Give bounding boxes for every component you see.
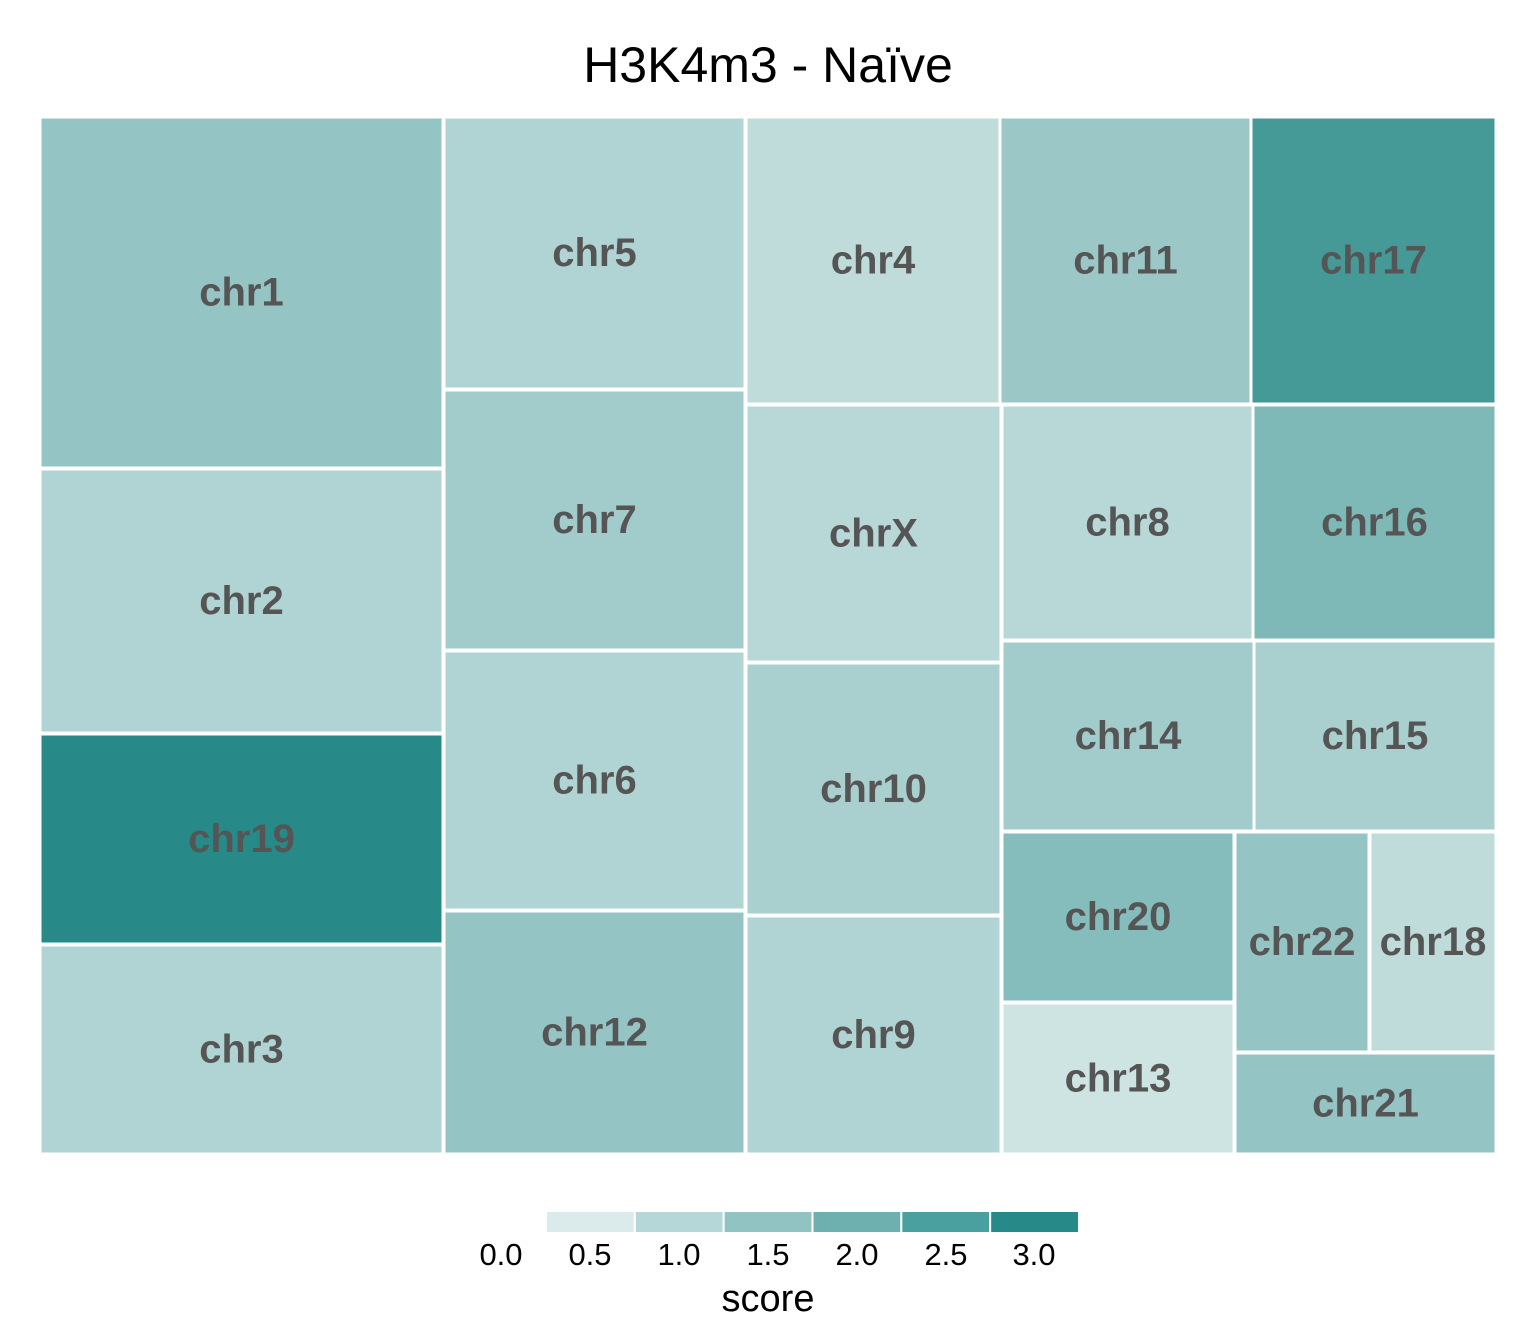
legend-tick-label: 1.0	[657, 1237, 700, 1272]
legend-swatch	[900, 1210, 992, 1234]
tile-rect-chr16	[1251, 403, 1498, 642]
tile-label-chr11: chr11	[1073, 239, 1178, 283]
tile-rect-chr6	[442, 649, 747, 912]
tile-label-chr14: chr14	[1075, 714, 1182, 758]
tile-label-chr2: chr2	[199, 579, 284, 623]
tile-label-chr4: chr4	[831, 239, 916, 283]
tile-chr20: chr20	[1000, 830, 1236, 1004]
tile-rect-chr19	[38, 732, 445, 946]
tile-chr14: chr14	[1000, 639, 1256, 833]
legend-title: score	[721, 1278, 815, 1320]
tile-label-chr17: chr17	[1320, 239, 1427, 283]
tile-label-chr12: chr12	[541, 1011, 648, 1055]
tile-chr3: chr3	[38, 943, 445, 1156]
legend-swatch	[545, 1210, 636, 1234]
tile-rect-chr3	[38, 943, 445, 1156]
legend-swatch	[989, 1210, 1081, 1234]
tile-rect-chr11	[998, 115, 1253, 406]
tile-rect-chr17	[1249, 115, 1498, 406]
tile-chr13: chr13	[1000, 1001, 1236, 1156]
tile-chr9: chr9	[744, 914, 1003, 1156]
tile-chr1: chr1	[38, 115, 445, 470]
legend-tick-label: 2.0	[835, 1237, 878, 1272]
tile-chr5: chr5	[442, 115, 747, 391]
tile-label-chr13: chr13	[1065, 1057, 1172, 1101]
tile-label-chr6: chr6	[552, 759, 637, 803]
tile-label-chr20: chr20	[1065, 895, 1172, 939]
tile-label-chr15: chr15	[1322, 714, 1429, 758]
legend-tick-label: 0.5	[568, 1237, 611, 1272]
tile-label-chr16: chr16	[1321, 501, 1428, 545]
tile-rect-chr13	[1000, 1001, 1236, 1156]
tile-chr10: chr10	[744, 661, 1003, 917]
tile-rect-chr18	[1368, 830, 1498, 1054]
tile-chr15: chr15	[1252, 639, 1498, 833]
tile-chr12: chr12	[442, 909, 747, 1156]
legend-tick-label: 2.5	[924, 1237, 967, 1272]
tile-rect-chr22	[1233, 830, 1371, 1054]
tile-rect-chr2	[38, 467, 445, 735]
legend-swatch	[811, 1210, 903, 1234]
tile-label-chr1: chr1	[199, 271, 284, 315]
chart-title: H3K4m3 - Naïve	[583, 37, 953, 93]
tile-chr4: chr4	[744, 115, 1002, 406]
tile-rect-chr20	[1000, 830, 1236, 1004]
tile-rect-chr9	[744, 914, 1003, 1156]
tile-label-chr21: chr21	[1312, 1082, 1419, 1126]
tile-rect-chr4	[744, 115, 1002, 406]
tile-rect-chr14	[1000, 639, 1256, 833]
tile-chr2: chr2	[38, 467, 445, 735]
tile-rect-chr21	[1233, 1051, 1498, 1156]
tile-chr6: chr6	[442, 649, 747, 912]
tile-rect-chr12	[442, 909, 747, 1156]
tile-label-chr5: chr5	[552, 231, 637, 275]
legend-tick-label: 3.0	[1012, 1237, 1055, 1272]
tile-label-chr18: chr18	[1380, 920, 1487, 964]
tile-label-chr19: chr19	[188, 817, 295, 861]
tile-rect-chr1	[38, 115, 445, 470]
tile-chr19: chr19	[38, 732, 445, 946]
legend-colorbar	[545, 1210, 1081, 1234]
tile-chr7: chr7	[442, 388, 747, 652]
tile-label-chrX: chrX	[829, 512, 918, 556]
legend-tick-label: 0.0	[479, 1237, 522, 1272]
tile-chr8: chr8	[1000, 403, 1255, 642]
tile-chrX: chrX	[744, 403, 1003, 664]
tile-label-chr3: chr3	[199, 1028, 284, 1072]
tile-label-chr22: chr22	[1249, 920, 1356, 964]
tile-label-chr7: chr7	[552, 498, 637, 542]
tile-rect-chrX	[744, 403, 1003, 664]
tile-chr11: chr11	[998, 115, 1253, 406]
legend-tick-label: 1.5	[746, 1237, 789, 1272]
tile-chr18: chr18	[1368, 830, 1498, 1054]
legend-swatch	[633, 1210, 725, 1234]
tile-rect-chr8	[1000, 403, 1255, 642]
tile-chr16: chr16	[1251, 403, 1498, 642]
tile-rect-chr15	[1252, 639, 1498, 833]
tile-label-chr9: chr9	[831, 1013, 916, 1057]
tile-label-chr8: chr8	[1085, 501, 1170, 545]
legend-swatch	[722, 1210, 814, 1234]
tile-chr17: chr17	[1249, 115, 1498, 406]
tile-chr22: chr22	[1233, 830, 1371, 1054]
tile-chr21: chr21	[1233, 1051, 1498, 1156]
tile-label-chr10: chr10	[820, 767, 927, 811]
